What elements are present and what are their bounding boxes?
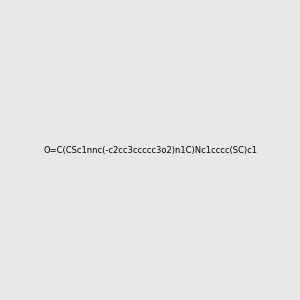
Text: O=C(CSc1nnc(-c2cc3ccccc3o2)n1C)Nc1cccc(SC)c1: O=C(CSc1nnc(-c2cc3ccccc3o2)n1C)Nc1cccc(S… <box>43 146 257 154</box>
